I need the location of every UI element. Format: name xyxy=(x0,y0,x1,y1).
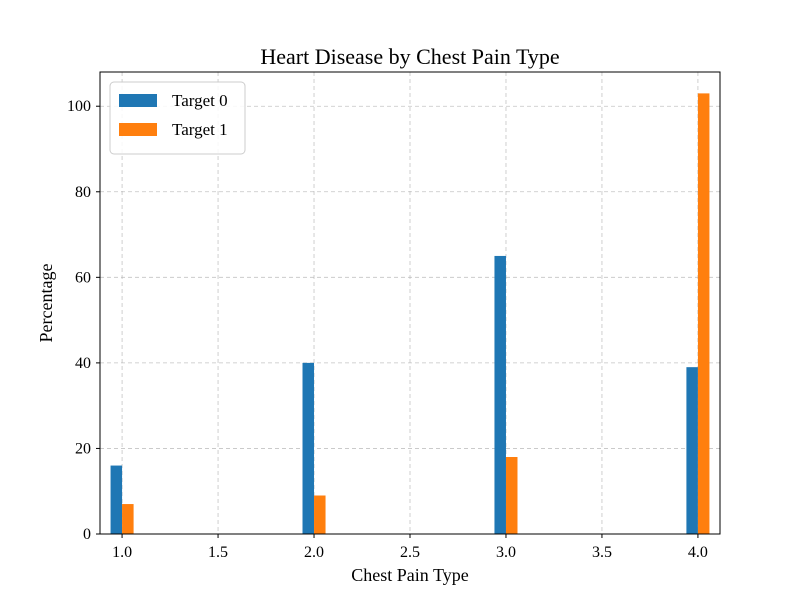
x-axis-label: Chest Pain Type xyxy=(351,565,468,585)
x-tick-label: 3.0 xyxy=(496,544,516,561)
legend-swatch xyxy=(119,123,157,136)
ticks-layer: 1.0 1.5 2.0 2.5 3.0 3.5 4.0 0 20 40 60 80 100 xyxy=(67,98,708,561)
bar-target-0 xyxy=(110,465,123,534)
bar-target-1 xyxy=(697,93,710,534)
y-tick-label: 100 xyxy=(67,98,91,115)
bars-layer xyxy=(110,93,710,534)
bar-target-1 xyxy=(505,457,518,534)
y-tick-label: 0 xyxy=(83,526,91,543)
bar-target-0 xyxy=(686,367,698,534)
bar-target-0 xyxy=(494,255,506,534)
legend-label: Target 0 xyxy=(172,91,228,110)
chart-title: Heart Disease by Chest Pain Type xyxy=(260,44,559,69)
bar-target-1 xyxy=(314,495,326,534)
bar-target-1 xyxy=(122,504,134,534)
y-tick-label: 80 xyxy=(75,184,91,201)
x-tick-label: 2.0 xyxy=(304,544,324,561)
x-tick-label: 4.0 xyxy=(688,544,708,561)
x-tick-label: 2.5 xyxy=(400,544,420,561)
y-tick-label: 40 xyxy=(75,355,91,372)
x-tick-label: 3.5 xyxy=(592,544,612,561)
y-tick-label: 20 xyxy=(75,440,91,457)
bar-target-0 xyxy=(302,362,315,534)
legend-swatch xyxy=(119,94,157,107)
legend-label: Target 1 xyxy=(172,120,228,139)
y-tick-label: 60 xyxy=(75,269,91,286)
legend: Target 0 Target 1 xyxy=(109,81,246,155)
y-axis-label: Percentage xyxy=(36,264,56,343)
x-tick-label: 1.5 xyxy=(208,544,228,561)
x-tick-label: 1.0 xyxy=(112,544,132,561)
